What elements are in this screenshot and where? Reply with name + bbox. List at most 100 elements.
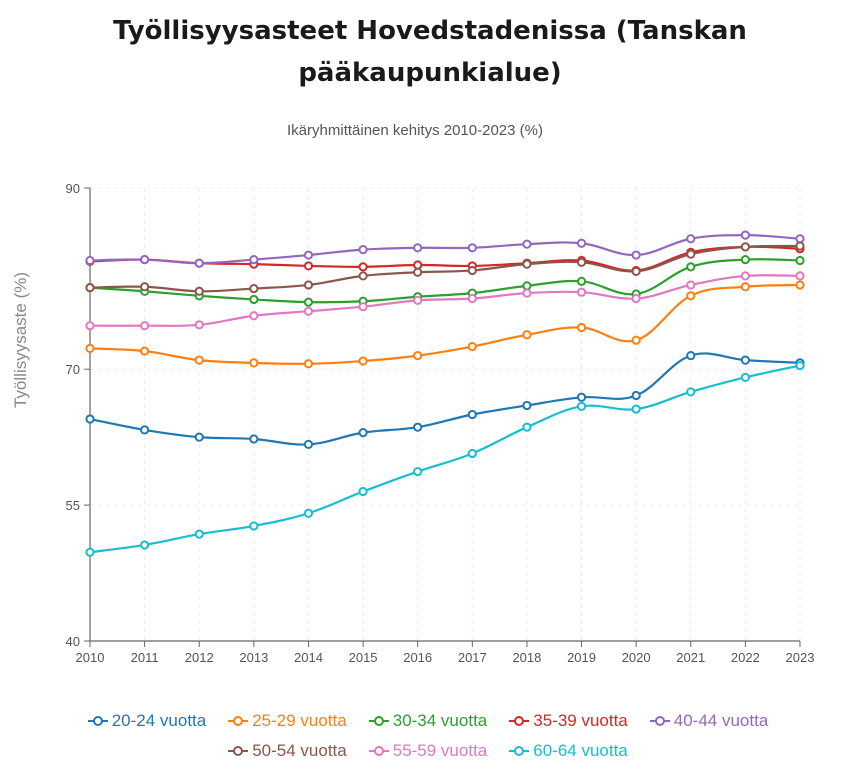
data-point[interactable] <box>795 234 805 244</box>
data-point[interactable] <box>358 271 368 281</box>
legend-item[interactable]: 25-29 vuotta <box>228 711 347 731</box>
data-point[interactable] <box>576 238 587 248</box>
data-point[interactable] <box>576 392 587 402</box>
data-point[interactable] <box>85 547 95 557</box>
data-point[interactable] <box>140 346 150 356</box>
data-point[interactable] <box>631 390 641 401</box>
data-point[interactable] <box>85 283 95 293</box>
data-point[interactable] <box>740 271 750 281</box>
data-point[interactable] <box>795 280 805 290</box>
legend-item[interactable]: 55-59 vuotta <box>368 741 487 761</box>
data-point[interactable] <box>740 372 750 382</box>
data-point[interactable] <box>576 276 587 286</box>
data-point[interactable] <box>467 293 477 304</box>
data-point[interactable] <box>194 432 204 442</box>
data-point[interactable] <box>795 271 805 281</box>
data-point[interactable] <box>686 262 696 272</box>
data-point[interactable] <box>194 529 204 539</box>
data-point[interactable] <box>576 322 587 333</box>
data-point[interactable] <box>413 267 423 277</box>
data-point[interactable] <box>358 356 368 366</box>
legend-item[interactable]: 50-54 vuotta <box>228 741 347 761</box>
data-point[interactable] <box>740 355 750 365</box>
data-point[interactable] <box>249 311 259 321</box>
data-point[interactable] <box>358 428 368 438</box>
data-point[interactable] <box>303 297 314 307</box>
data-point[interactable] <box>686 280 696 290</box>
data-point[interactable] <box>358 302 368 312</box>
data-point[interactable] <box>740 242 750 252</box>
data-point[interactable] <box>467 243 477 253</box>
data-point[interactable] <box>686 387 696 397</box>
data-point[interactable] <box>85 343 95 353</box>
data-point[interactable] <box>249 521 259 531</box>
data-point[interactable] <box>140 321 150 331</box>
data-point[interactable] <box>686 234 696 244</box>
data-point[interactable] <box>795 360 805 371</box>
data-point[interactable] <box>249 294 259 305</box>
data-point[interactable] <box>85 255 95 266</box>
data-point[interactable] <box>686 351 696 361</box>
legend-item[interactable]: 60-64 vuotta <box>509 741 628 761</box>
data-point[interactable] <box>686 291 696 301</box>
data-point[interactable] <box>303 261 314 271</box>
data-point[interactable] <box>194 320 204 330</box>
data-point[interactable] <box>194 355 204 365</box>
data-point[interactable] <box>303 439 314 449</box>
data-point[interactable] <box>631 250 641 260</box>
data-point[interactable] <box>522 288 532 298</box>
data-point[interactable] <box>358 245 368 255</box>
data-point[interactable] <box>467 265 477 276</box>
legend-item[interactable]: 35-39 vuotta <box>509 711 628 731</box>
data-point[interactable] <box>740 230 750 240</box>
data-point[interactable] <box>795 255 805 266</box>
data-point[interactable] <box>522 239 532 249</box>
data-point[interactable] <box>795 241 805 251</box>
data-point[interactable] <box>467 448 477 459</box>
data-point[interactable] <box>522 281 532 291</box>
data-point[interactable] <box>140 282 150 292</box>
legend-item[interactable]: 40-44 vuotta <box>649 711 768 731</box>
data-point[interactable] <box>467 409 477 420</box>
data-point[interactable] <box>85 321 95 331</box>
data-point[interactable] <box>740 282 750 292</box>
data-point[interactable] <box>631 266 641 276</box>
data-point[interactable] <box>358 486 368 497</box>
data-point[interactable] <box>140 425 150 435</box>
data-point[interactable] <box>249 254 259 265</box>
data-point[interactable] <box>413 466 423 477</box>
data-point[interactable] <box>576 287 587 297</box>
data-point[interactable] <box>522 400 532 411</box>
data-point[interactable] <box>140 254 150 265</box>
data-point[interactable] <box>413 260 423 270</box>
data-point[interactable] <box>522 422 532 432</box>
data-point[interactable] <box>413 422 423 432</box>
data-point[interactable] <box>413 295 423 305</box>
data-point[interactable] <box>413 243 423 253</box>
data-point[interactable] <box>303 250 314 260</box>
data-point[interactable] <box>686 249 696 259</box>
data-point[interactable] <box>522 330 532 340</box>
data-point[interactable] <box>576 257 587 267</box>
data-point[interactable] <box>413 351 423 361</box>
data-point[interactable] <box>249 283 259 294</box>
legend-item[interactable]: 30-34 vuotta <box>368 711 487 731</box>
data-point[interactable] <box>194 286 204 296</box>
data-point[interactable] <box>140 540 150 550</box>
data-point[interactable] <box>576 401 587 411</box>
data-point[interactable] <box>303 359 314 369</box>
data-point[interactable] <box>85 414 95 424</box>
data-point[interactable] <box>249 434 259 444</box>
data-point[interactable] <box>631 335 641 345</box>
data-point[interactable] <box>358 262 368 272</box>
data-point[interactable] <box>249 358 259 368</box>
data-point[interactable] <box>631 293 641 304</box>
data-point[interactable] <box>194 258 204 268</box>
data-point[interactable] <box>303 306 314 316</box>
data-point[interactable] <box>631 404 641 414</box>
data-point[interactable] <box>740 254 750 265</box>
legend-item[interactable]: 20-24 vuotta <box>87 711 206 731</box>
data-point[interactable] <box>303 280 314 290</box>
data-point[interactable] <box>522 259 532 269</box>
data-point[interactable] <box>467 341 477 352</box>
